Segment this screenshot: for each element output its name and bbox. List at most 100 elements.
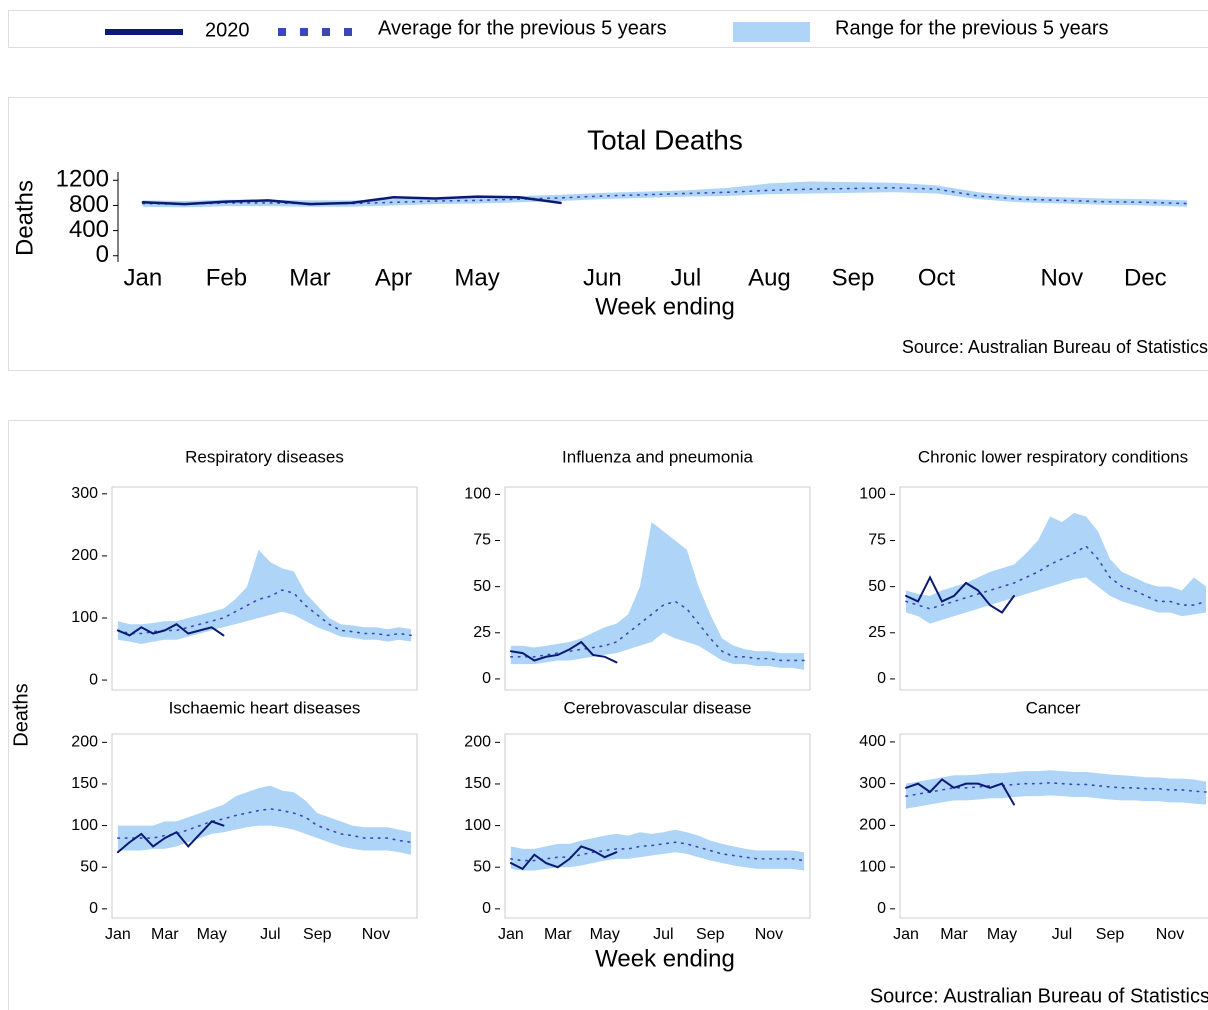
- x-axis-title: Week ending: [595, 293, 735, 320]
- range-band: [142, 181, 1188, 208]
- chart-title: Chronic lower respiratory conditions: [918, 447, 1188, 466]
- x-tick-label: Nov: [1156, 926, 1184, 943]
- y-tick-label: 1200: [56, 166, 109, 193]
- chart-title: Influenza and pneumonia: [562, 447, 753, 466]
- y-tick-label: 0: [482, 900, 491, 917]
- y-tick-label: 75: [868, 532, 886, 549]
- y-tick-label: 0: [89, 900, 98, 917]
- average-line: [510, 600, 805, 662]
- chart-title: Respiratory diseases: [185, 447, 344, 466]
- y-tick-label: 100: [859, 858, 886, 875]
- y-tick-label: 300: [71, 485, 98, 502]
- x-tick-label: Sep: [303, 926, 332, 943]
- y-tick-label: 50: [868, 578, 886, 595]
- x-tick-label: Jul: [260, 926, 280, 943]
- x-tick-label: Mar: [289, 264, 330, 291]
- x-tick-label: Aug: [748, 264, 791, 291]
- y-tick-label: 200: [71, 547, 98, 564]
- chart-title: Ischaemic heart diseases: [169, 698, 361, 717]
- x-tick-label: May: [987, 926, 1017, 943]
- x-tick-label: Jun: [583, 264, 622, 291]
- y-tick-label: 50: [473, 578, 491, 595]
- line-2020: [116, 623, 225, 637]
- x-tick-label: Mar: [940, 926, 968, 943]
- y-tick-label: 800: [69, 191, 109, 218]
- y-tick-label: 0: [877, 900, 886, 917]
- y-axis-title: Deaths: [11, 180, 38, 256]
- y-axis-title: Deaths: [10, 683, 32, 746]
- x-tick-label: May: [197, 926, 227, 943]
- x-tick-label: Jul: [1052, 926, 1072, 943]
- x-tick-label: Dec: [1124, 264, 1167, 291]
- line-2020: [905, 778, 1015, 806]
- average-line: [905, 545, 1207, 610]
- x-tick-label: Sep: [832, 264, 875, 291]
- y-tick-label: 100: [859, 486, 886, 503]
- line-2020: [509, 845, 618, 871]
- source: Source: Australian Bureau of Statistics: [902, 337, 1208, 357]
- y-tick-label: 200: [464, 734, 491, 751]
- y-tick-label: 0: [482, 670, 491, 687]
- y-tick-label: 0: [96, 241, 109, 268]
- range-band: [510, 522, 805, 670]
- chart-title: Cerebrovascular disease: [563, 698, 751, 717]
- x-tick-label: Nov: [362, 926, 390, 943]
- x-tick-label: Jul: [671, 264, 702, 291]
- plot-frame: [111, 733, 418, 919]
- range-band: [906, 512, 1206, 624]
- line-2020: [509, 640, 618, 664]
- y-tick-label: 100: [464, 486, 491, 503]
- y-tick-label: 200: [859, 817, 886, 834]
- y-tick-label: 100: [71, 609, 98, 626]
- x-tick-label: May: [590, 926, 620, 943]
- x-tick-label: Jan: [498, 926, 524, 943]
- range-band: [510, 829, 805, 871]
- legend-label: Range for the previous 5 years: [835, 17, 1109, 39]
- source: Source: Australian Bureau of Statistics: [870, 985, 1208, 1007]
- plot-frame: [504, 486, 811, 691]
- y-tick-label: 25: [868, 624, 886, 641]
- plot-frame: [899, 733, 1208, 919]
- y-tick-label: 75: [473, 532, 491, 549]
- chart-title: Cancer: [1026, 698, 1081, 717]
- x-tick-label: Mar: [544, 926, 572, 943]
- y-tick-label: 400: [859, 733, 886, 750]
- chart-title: Total Deaths: [587, 124, 743, 155]
- plot-frame: [111, 486, 418, 691]
- y-tick-label: 150: [71, 775, 98, 792]
- y-tick-label: 0: [89, 671, 98, 688]
- x-tick-label: Jan: [893, 926, 919, 943]
- average-line: [905, 782, 1207, 797]
- x-tick-label: May: [454, 264, 499, 291]
- y-tick-label: 50: [80, 858, 98, 875]
- legend: 2020 Average for the previous 5 years Ra…: [105, 17, 1109, 42]
- x-axis-title: Week ending: [595, 945, 735, 972]
- x-tick-label: Jul: [653, 926, 673, 943]
- legend-label: Average for the previous 5 years: [378, 17, 667, 39]
- x-tick-label: Sep: [1096, 926, 1125, 943]
- legend-swatch: [733, 22, 810, 42]
- small-panel: [8, 420, 1208, 1010]
- x-tick-label: Apr: [375, 264, 412, 291]
- x-tick-label: Mar: [151, 926, 179, 943]
- x-tick-label: Nov: [1040, 264, 1083, 291]
- range-band: [906, 770, 1206, 809]
- x-tick-label: Nov: [755, 926, 783, 943]
- legend-label: 2020: [205, 19, 250, 41]
- line-2020: [116, 820, 225, 854]
- y-tick-label: 200: [71, 734, 98, 751]
- y-tick-label: 25: [473, 624, 491, 641]
- y-tick-label: 50: [473, 858, 491, 875]
- y-tick-label: 300: [859, 775, 886, 792]
- y-tick-label: 0: [877, 670, 886, 687]
- x-tick-label: Jan: [105, 926, 131, 943]
- y-tick-label: 150: [464, 775, 491, 792]
- plot-frame: [504, 733, 811, 919]
- range-band: [117, 785, 412, 855]
- legend-box: [8, 10, 1208, 48]
- y-tick-label: 400: [69, 216, 109, 243]
- main-panel: [8, 97, 1208, 371]
- y-tick-label: 100: [464, 817, 491, 834]
- x-tick-label: Jan: [124, 264, 163, 291]
